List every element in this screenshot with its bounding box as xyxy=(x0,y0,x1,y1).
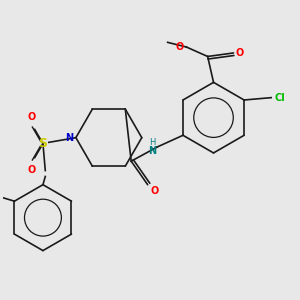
Text: O: O xyxy=(27,165,35,175)
Text: S: S xyxy=(38,137,47,150)
Text: N: N xyxy=(148,146,156,156)
Text: O: O xyxy=(236,48,244,58)
Text: H: H xyxy=(149,138,156,147)
Text: O: O xyxy=(150,186,158,196)
Text: Cl: Cl xyxy=(275,93,285,103)
Text: N: N xyxy=(65,133,74,142)
Text: O: O xyxy=(27,112,35,122)
Text: O: O xyxy=(176,42,184,52)
